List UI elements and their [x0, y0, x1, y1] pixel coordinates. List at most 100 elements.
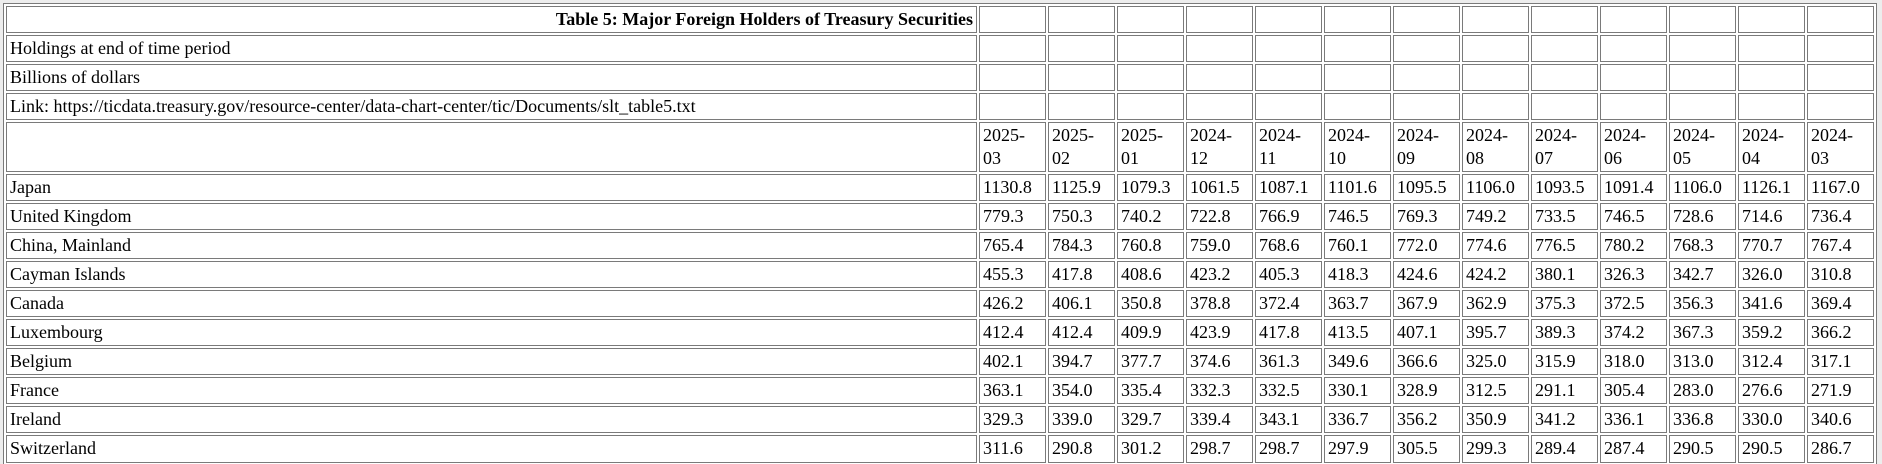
- value-cell: 290.8: [1048, 435, 1115, 463]
- value-cell: 770.7: [1738, 232, 1805, 260]
- value-cell: 740.2: [1117, 203, 1184, 231]
- table-row: United Kingdom 779.3 750.3 740.2 722.8 766.9 7…: [6, 203, 1874, 231]
- table-row: Canada 426.2 406.1 350.8 378.8 372.4 363.7 367.…: [6, 290, 1874, 318]
- empty-cell: [1117, 93, 1184, 121]
- value-cell: 749.2: [1462, 203, 1529, 231]
- column-header: 2024- 04: [1738, 122, 1805, 173]
- value-cell: 339.0: [1048, 406, 1115, 434]
- value-cell: 330.0: [1738, 406, 1805, 434]
- value-cell: 363.7: [1324, 290, 1391, 318]
- value-cell: 412.4: [979, 319, 1046, 347]
- empty-cell: [979, 93, 1046, 121]
- value-cell: 374.2: [1600, 319, 1667, 347]
- value-cell: 289.4: [1531, 435, 1598, 463]
- value-cell: 350.9: [1462, 406, 1529, 434]
- empty-cell: [1255, 6, 1322, 34]
- value-cell: 728.6: [1669, 203, 1736, 231]
- empty-cell: [1255, 93, 1322, 121]
- empty-cell: [1324, 64, 1391, 92]
- value-cell: 759.0: [1186, 232, 1253, 260]
- column-header: 2024- 05: [1669, 122, 1736, 173]
- value-cell: 413.5: [1324, 319, 1391, 347]
- value-cell: 326.3: [1600, 261, 1667, 289]
- value-cell: 424.2: [1462, 261, 1529, 289]
- empty-cell: [1600, 64, 1667, 92]
- value-cell: 362.9: [1462, 290, 1529, 318]
- empty-cell: [1738, 35, 1805, 63]
- value-cell: 423.2: [1186, 261, 1253, 289]
- column-header: 2025- 03: [979, 122, 1046, 173]
- value-cell: 380.1: [1531, 261, 1598, 289]
- table-row: Luxembourg 412.4 412.4 409.9 423.9 417.8 413.5…: [6, 319, 1874, 347]
- value-cell: 402.1: [979, 348, 1046, 376]
- value-cell: 343.1: [1255, 406, 1322, 434]
- value-cell: 335.4: [1117, 377, 1184, 405]
- value-cell: 354.0: [1048, 377, 1115, 405]
- row-label: United Kingdom: [6, 203, 977, 231]
- value-cell: 760.1: [1324, 232, 1391, 260]
- empty-cell: [1807, 35, 1874, 63]
- empty-cell: [979, 64, 1046, 92]
- value-cell: 332.5: [1255, 377, 1322, 405]
- column-header: 2024- 12: [1186, 122, 1253, 173]
- empty-cell: [1531, 35, 1598, 63]
- value-cell: 714.6: [1738, 203, 1805, 231]
- empty-cell: [1531, 64, 1598, 92]
- empty-cell: [1462, 64, 1529, 92]
- value-cell: 423.9: [1186, 319, 1253, 347]
- empty-cell: [1393, 35, 1460, 63]
- value-cell: 776.5: [1531, 232, 1598, 260]
- value-cell: 317.1: [1807, 348, 1874, 376]
- value-cell: 312.5: [1462, 377, 1529, 405]
- value-cell: 1101.6: [1324, 174, 1391, 202]
- table-title: Table 5: Major Foreign Holders of Treasu…: [6, 6, 977, 34]
- column-header: 2024- 11: [1255, 122, 1322, 173]
- row-label: China, Mainland: [6, 232, 977, 260]
- empty-cell: [1462, 93, 1529, 121]
- column-header: 2025- 02: [1048, 122, 1115, 173]
- value-cell: 367.9: [1393, 290, 1460, 318]
- value-cell: 1091.4: [1600, 174, 1667, 202]
- value-cell: 418.3: [1324, 261, 1391, 289]
- value-cell: 1093.5: [1531, 174, 1598, 202]
- value-cell: 1106.0: [1669, 174, 1736, 202]
- value-cell: 372.4: [1255, 290, 1322, 318]
- empty-cell: [1048, 93, 1115, 121]
- table-row: Switzerland 311.6 290.8 301.2 298.7 298.7 297.…: [6, 435, 1874, 463]
- value-cell: 342.7: [1669, 261, 1736, 289]
- value-cell: 336.8: [1669, 406, 1736, 434]
- link-row: Link: https://ticdata.treasury.gov/resou…: [6, 93, 1874, 121]
- value-cell: 767.4: [1807, 232, 1874, 260]
- value-cell: 299.3: [1462, 435, 1529, 463]
- column-header: 2025- 01: [1117, 122, 1184, 173]
- value-cell: 305.4: [1600, 377, 1667, 405]
- row-label: Switzerland: [6, 435, 977, 463]
- value-cell: 290.5: [1669, 435, 1736, 463]
- empty-cell: [1669, 64, 1736, 92]
- value-cell: 336.7: [1324, 406, 1391, 434]
- value-cell: 312.4: [1738, 348, 1805, 376]
- value-cell: 1167.0: [1807, 174, 1874, 202]
- empty-cell: [1600, 6, 1667, 34]
- row-label: Cayman Islands: [6, 261, 977, 289]
- value-cell: 341.6: [1738, 290, 1805, 318]
- empty-cell: [1738, 93, 1805, 121]
- value-cell: 363.1: [979, 377, 1046, 405]
- value-cell: 283.0: [1669, 377, 1736, 405]
- row-label: Japan: [6, 174, 977, 202]
- corner-cell: [6, 122, 977, 173]
- table-row: China, Mainland 765.4 784.3 760.8 759.0 768.6…: [6, 232, 1874, 260]
- value-cell: 424.6: [1393, 261, 1460, 289]
- empty-cell: [1600, 93, 1667, 121]
- value-cell: 1061.5: [1186, 174, 1253, 202]
- value-cell: 746.5: [1324, 203, 1391, 231]
- value-cell: 366.6: [1393, 348, 1460, 376]
- empty-cell: [1807, 64, 1874, 92]
- empty-cell: [1738, 6, 1805, 34]
- row-label: Canada: [6, 290, 977, 318]
- empty-cell: [1669, 6, 1736, 34]
- empty-cell: [1807, 93, 1874, 121]
- value-cell: 766.9: [1255, 203, 1322, 231]
- empty-cell: [1186, 35, 1253, 63]
